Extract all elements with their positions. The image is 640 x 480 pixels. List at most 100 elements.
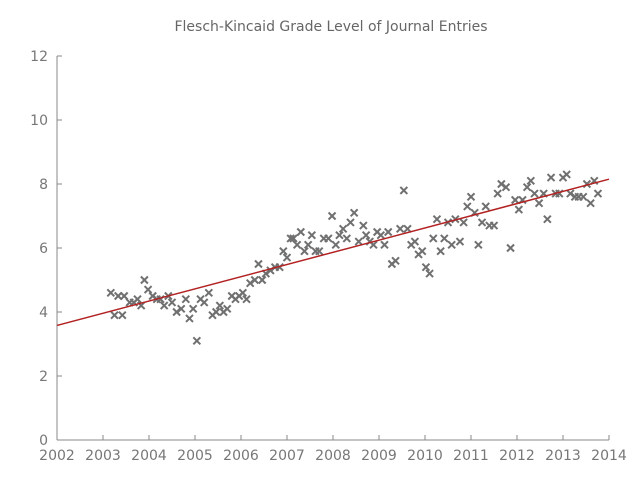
data-point [119, 291, 129, 301]
data-point [477, 218, 487, 227]
y-tick-label: 0 [39, 433, 48, 449]
data-point [354, 237, 363, 246]
data-point [546, 173, 556, 182]
x-tick-label: 2006 [223, 448, 259, 464]
data-point [399, 186, 409, 195]
y-tick-label: 6 [39, 241, 48, 257]
x-tick-label: 2009 [361, 448, 397, 464]
x-tick-label: 2005 [177, 448, 213, 464]
data-point [254, 259, 263, 269]
data-point [522, 182, 532, 192]
data-point [436, 246, 445, 256]
data-point [510, 195, 520, 205]
x-tick-label: 2008 [315, 448, 351, 464]
data-point [110, 310, 119, 320]
data-point [481, 202, 490, 211]
y-tick-label: 12 [30, 49, 48, 65]
x-tick-label: 2011 [453, 448, 489, 464]
data-point [188, 304, 198, 314]
data-point [463, 202, 472, 211]
data-point [447, 240, 456, 250]
data-point [215, 301, 225, 310]
data-point [530, 189, 539, 198]
data-point [314, 246, 324, 256]
data-point [167, 298, 177, 307]
data-point [410, 237, 420, 246]
data-point [418, 246, 427, 256]
data-point [204, 288, 214, 298]
data-point [338, 224, 348, 234]
data-point [489, 221, 499, 230]
x-tick-label: 2014 [591, 448, 627, 464]
data-points [106, 170, 603, 346]
data-point [455, 237, 465, 246]
data-point [300, 246, 309, 256]
data-point [562, 170, 571, 179]
data-point [579, 192, 588, 202]
data-point [324, 234, 333, 243]
data-point [242, 294, 251, 304]
data-point [303, 240, 313, 250]
data-point [543, 214, 552, 224]
data-point [143, 285, 153, 294]
data-point [181, 294, 191, 304]
data-point [466, 192, 476, 202]
data-point [501, 182, 511, 192]
x-tick-label: 2010 [407, 448, 443, 464]
x-tick-label: 2004 [131, 448, 167, 464]
data-point [391, 256, 400, 266]
data-point [380, 240, 389, 250]
data-point [133, 294, 142, 304]
y-tick-label: 2 [39, 369, 48, 385]
x-tick-label: 2003 [85, 448, 121, 464]
data-point [185, 314, 194, 323]
data-point [286, 234, 295, 243]
data-point [526, 176, 536, 186]
data-point [292, 240, 302, 250]
data-point [176, 304, 186, 314]
data-point [199, 298, 209, 307]
data-point [593, 189, 603, 198]
data-point [192, 336, 202, 346]
data-point [331, 240, 340, 250]
data-point [335, 230, 344, 240]
data-point [359, 221, 368, 230]
data-point [425, 269, 434, 278]
x-tick-label: 2007 [269, 448, 305, 464]
data-point [159, 301, 169, 310]
trend-line-group [56, 178, 610, 327]
data-point [118, 310, 127, 320]
data-point [257, 275, 267, 285]
data-point [376, 230, 386, 240]
data-point [459, 218, 468, 227]
data-point [289, 234, 298, 243]
data-point [421, 262, 431, 272]
chart-title: Flesch-Kincaid Grade Level of Journal En… [174, 19, 487, 35]
data-point [440, 234, 449, 243]
data-point [140, 275, 149, 285]
data-point [493, 189, 502, 198]
data-point [282, 253, 292, 262]
data-point [429, 234, 438, 243]
data-point [383, 227, 393, 237]
data-point [307, 230, 317, 240]
data-point [474, 240, 483, 250]
y-tick-label: 10 [30, 113, 48, 129]
data-point [296, 227, 306, 237]
data-point [349, 208, 359, 218]
data-point [346, 218, 355, 227]
x-tick-label: 2012 [499, 448, 535, 464]
data-point [432, 214, 442, 224]
data-point [586, 198, 595, 208]
trend-line [56, 178, 610, 327]
data-point [506, 243, 515, 253]
x-tick-label: 2013 [545, 448, 581, 464]
data-point [250, 275, 260, 285]
data-point [395, 224, 405, 234]
data-point [327, 211, 337, 221]
y-tick-label: 8 [39, 177, 48, 193]
data-point [361, 230, 371, 240]
data-point [238, 288, 248, 298]
